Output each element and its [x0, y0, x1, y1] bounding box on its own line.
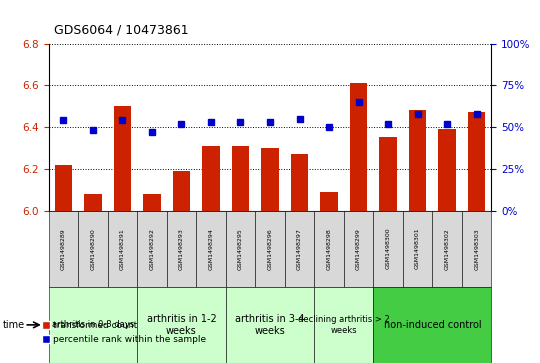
Text: GSM1498300: GSM1498300: [386, 228, 390, 269]
Bar: [84, 194, 102, 211]
Text: GSM1498299: GSM1498299: [356, 228, 361, 270]
Bar: [438, 129, 456, 211]
Bar: [202, 146, 220, 211]
Text: GSM1498291: GSM1498291: [120, 228, 125, 270]
Text: arthritis in 0-3 days: arthritis in 0-3 days: [52, 321, 134, 329]
Text: GSM1498298: GSM1498298: [327, 228, 332, 270]
Bar: [379, 138, 397, 211]
Text: declining arthritis > 2
weeks: declining arthritis > 2 weeks: [298, 315, 390, 335]
Text: GSM1498302: GSM1498302: [444, 228, 450, 270]
Text: GDS6064 / 10473861: GDS6064 / 10473861: [54, 23, 188, 36]
Bar: [409, 110, 427, 211]
Bar: [261, 148, 279, 211]
Text: GSM1498292: GSM1498292: [150, 228, 154, 270]
Text: GSM1498297: GSM1498297: [297, 228, 302, 270]
Text: arthritis in 3-4
weeks: arthritis in 3-4 weeks: [235, 314, 305, 336]
Text: non-induced control: non-induced control: [383, 320, 481, 330]
Text: time: time: [3, 320, 25, 330]
Bar: [173, 171, 190, 211]
Text: arthritis in 1-2
weeks: arthritis in 1-2 weeks: [146, 314, 217, 336]
Bar: [350, 83, 367, 211]
Bar: [113, 106, 131, 211]
Bar: [143, 194, 161, 211]
Bar: [232, 146, 249, 211]
Text: GSM1498290: GSM1498290: [90, 228, 96, 270]
Bar: [468, 113, 485, 211]
Text: GSM1498293: GSM1498293: [179, 228, 184, 270]
Text: GSM1498295: GSM1498295: [238, 228, 243, 270]
Bar: [320, 192, 338, 211]
Bar: [55, 165, 72, 211]
Text: GSM1498301: GSM1498301: [415, 228, 420, 269]
Text: GSM1498294: GSM1498294: [208, 228, 213, 270]
Text: GSM1498289: GSM1498289: [61, 228, 66, 270]
Text: GSM1498296: GSM1498296: [267, 228, 273, 270]
Legend: transformed count, percentile rank within the sample: transformed count, percentile rank withi…: [42, 322, 206, 344]
Text: GSM1498303: GSM1498303: [474, 228, 479, 270]
Bar: [291, 154, 308, 211]
